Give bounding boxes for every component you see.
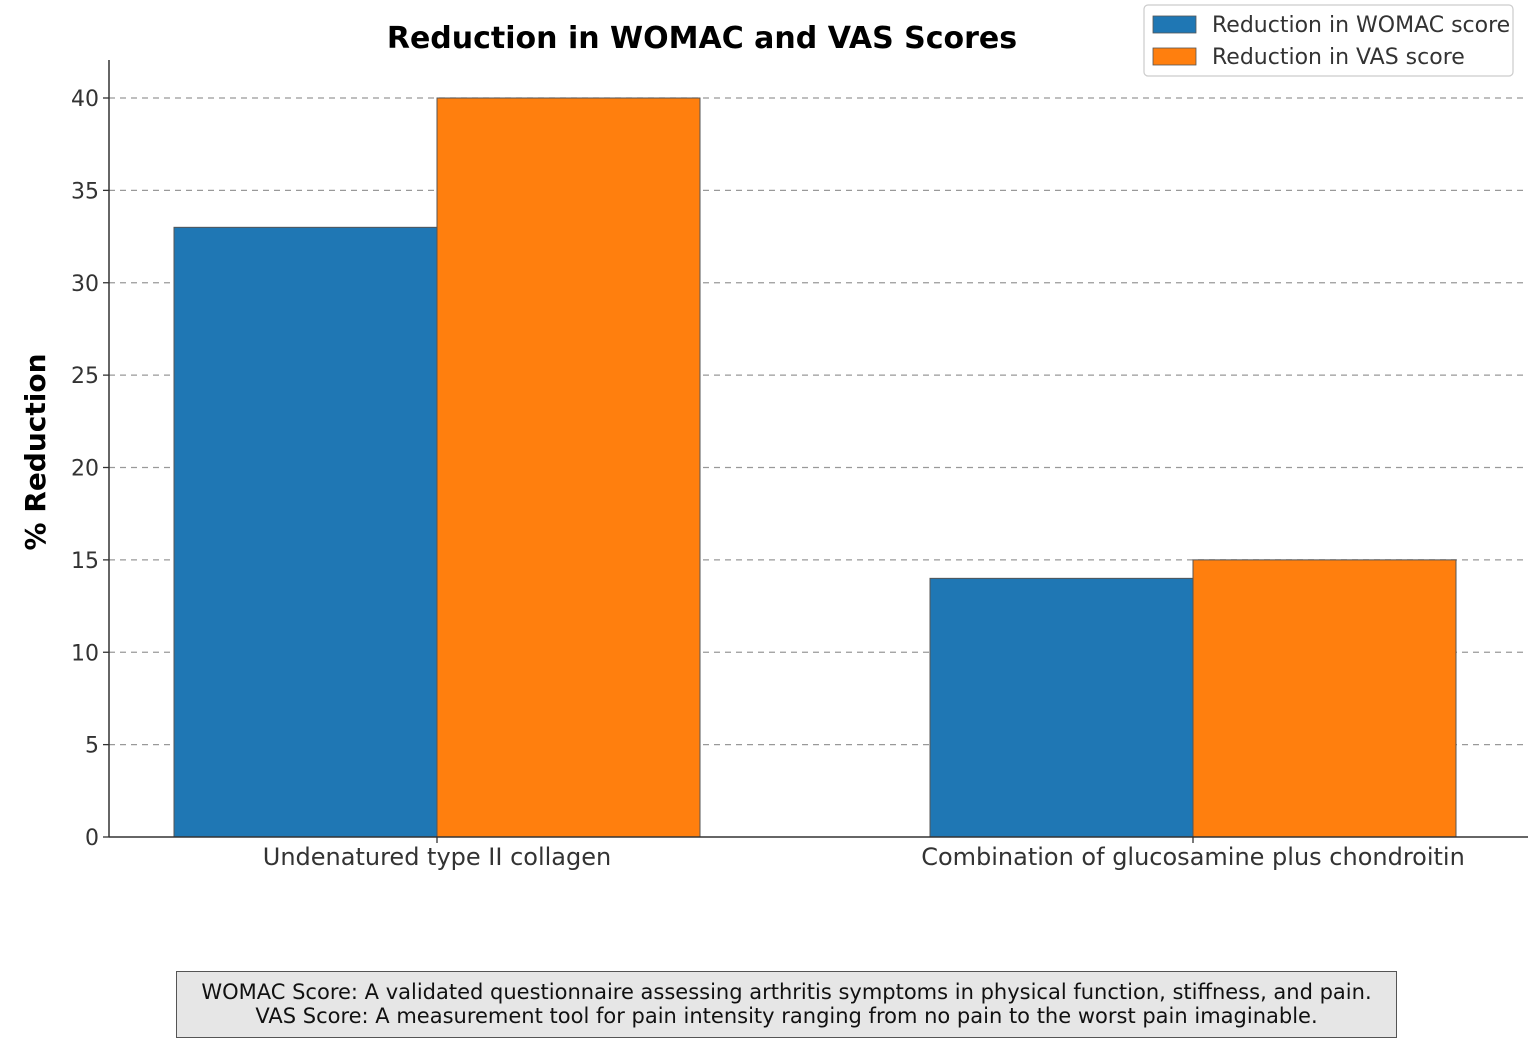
- bar-chart: Reduction in WOMAC and VAS Scores % Redu…: [19, 4, 1528, 871]
- y-tick-label-20: 20: [71, 457, 99, 482]
- y-ticks: 0 5 10 15 20 25 30 35 40: [71, 87, 109, 851]
- x-tick-labels: Undenatured type II collagen Combination …: [263, 843, 1465, 871]
- y-tick-label-10: 10: [71, 641, 99, 666]
- legend: Reduction in WOMAC score Reduction in VAS…: [1143, 4, 1514, 77]
- chart-title: Reduction in WOMAC and VAS Scores: [387, 21, 1017, 56]
- footnote-womac: WOMAC Score: A validated questionnaire a…: [201, 980, 1372, 1004]
- y-tick-label-30: 30: [71, 272, 99, 297]
- y-tick-label-25: 25: [71, 364, 99, 389]
- bar-womac-1: [929, 577, 1194, 838]
- y-axis-title: % Reduction: [19, 353, 52, 550]
- footnote-box: WOMAC Score: A validated questionnaire a…: [176, 971, 1397, 1038]
- footnote-vas: VAS Score: A measurement tool for pain i…: [255, 1004, 1318, 1028]
- x-tick-label-1: Combination of glucosamine plus chondroi…: [921, 843, 1465, 871]
- y-tick-label-5: 5: [85, 734, 99, 759]
- axes: [108, 60, 1528, 843]
- y-tick-label-40: 40: [71, 87, 99, 112]
- legend-frame: [1143, 4, 1514, 77]
- bar-vas-0: [436, 97, 701, 838]
- legend-swatch-womac: [1152, 15, 1197, 34]
- bars: [173, 97, 1457, 838]
- bar-womac-0: [173, 226, 438, 838]
- y-tick-label-35: 35: [71, 179, 99, 204]
- y-tick-label-0: 0: [85, 826, 99, 851]
- legend-label-womac: Reduction in WOMAC score: [1212, 13, 1510, 38]
- legend-swatch-vas: [1152, 47, 1197, 66]
- x-tick-label-0: Undenatured type II collagen: [263, 843, 611, 871]
- y-tick-label-15: 15: [71, 549, 99, 574]
- legend-label-vas: Reduction in VAS score: [1212, 45, 1465, 70]
- bar-vas-1: [1192, 559, 1457, 838]
